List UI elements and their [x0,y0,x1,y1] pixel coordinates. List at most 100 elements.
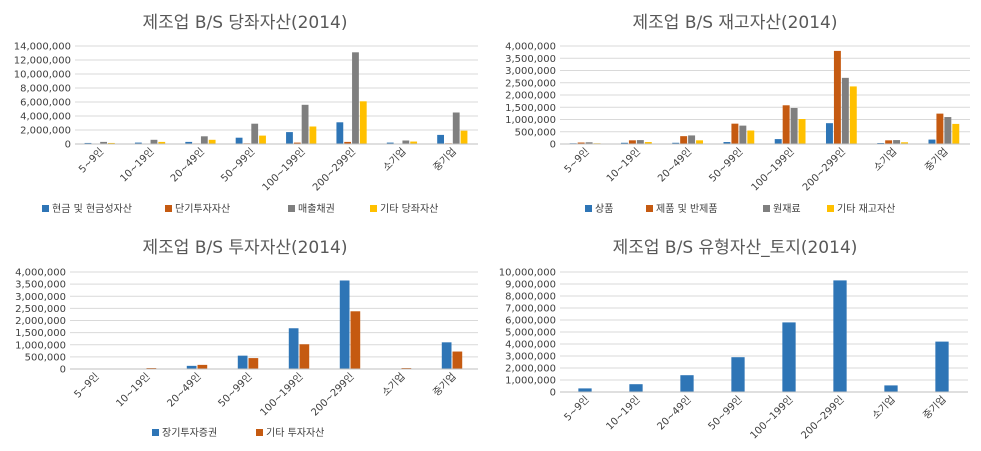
y-tick-label: 0 [60,365,66,376]
bar-장기투자증권-200~299인 [340,280,350,369]
bar-제품 및 반제품-소기업 [885,140,892,144]
legend-swatch [763,205,770,212]
y-tick-label: 7,000,000 [505,304,556,315]
x-category-label: 5~9인 [562,394,592,424]
x-category-label: 50~99인 [706,394,745,433]
bar-장기투자증권-50~99인 [238,356,248,369]
y-tick-label: 12,000,000 [14,56,71,67]
bar-원재료-10~19인 [637,140,644,144]
x-category-label: 10~19인 [114,371,153,410]
x-category-label: 20~49인 [165,371,204,410]
legend-swatch [585,205,592,212]
y-tick-label: 3,000,000 [15,292,66,303]
x-category-label: 200~299인 [310,146,358,194]
bar-기타 당좌자산-중기업 [461,131,468,144]
y-tick-label: 3,000,000 [505,66,556,77]
x-category-label: 200~299인 [309,371,357,419]
y-tick-label: 3,000,000 [505,352,556,363]
y-tick-label: 1,000,000 [505,376,556,387]
legend-swatch [288,205,295,212]
bar-기타 재고자산-200~299인 [850,86,857,144]
y-tick-label: 10,000,000 [14,70,71,81]
bar-토지-10~19인 [629,384,642,392]
y-tick-label: 6,000,000 [505,316,556,327]
legend-label: 기타 당좌자산 [380,203,438,215]
legend-swatch [42,205,49,212]
y-tick-label: 2,000,000 [15,316,66,327]
chart-inventory: 제조업 B/S 재고자산(2014) 0500,0001,000,0001,50… [490,0,981,223]
x-category-label: 200~299인 [799,394,847,442]
bar-원재료-200~299인 [842,78,849,144]
y-tick-label: 1,500,000 [15,328,66,339]
x-category-label: 50~99인 [219,146,258,185]
chart-title: 제조업 B/S 투자자산(2014) [143,238,348,258]
bar-현금 및 현금성자산-중기업 [437,135,444,144]
y-tick-label: 3,500,000 [505,54,556,65]
bar-현금 및 현금성자산-200~299인 [336,122,343,144]
bar-현금 및 현금성자산-50~99인 [236,138,243,144]
x-category-label: 소기업 [869,393,898,422]
bar-원재료-소기업 [893,140,900,144]
y-tick-label: 4,000,000 [505,42,556,53]
bar-기타 당좌자산-200~299인 [360,101,367,144]
bar-제품 및 반제품-100~199인 [783,105,790,144]
y-tick-label: 2,000,000 [20,126,71,137]
bar-매출채권-100~199인 [302,105,309,144]
legend-swatch [256,429,263,436]
y-tick-label: 4,000,000 [20,112,71,123]
bar-현금 및 현금성자산-100~199인 [286,132,293,144]
bar-토지-중기업 [935,342,948,392]
x-category-label: 100~199인 [260,146,308,194]
bar-기타 당좌자산-20~49인 [209,140,216,144]
y-tick-label: 6,000,000 [20,98,71,109]
y-tick-label: 0 [550,140,556,151]
bar-기타 재고자산-20~49인 [696,140,703,144]
chart-title: 제조업 B/S 재고자산(2014) [633,13,838,33]
y-tick-label: 8,000,000 [20,84,71,95]
legend-label: 제품 및 반제품 [656,203,718,215]
x-category-label: 중기업 [430,370,459,399]
x-category-label: 100~199인 [748,394,796,442]
bar-매출채권-50~99인 [251,124,258,144]
x-category-label: 중기업 [430,145,459,174]
bar-기타 당좌자산-50~99인 [259,136,266,144]
bar-기타 투자자산-중기업 [453,352,463,369]
bar-토지-20~49인 [680,375,693,392]
y-tick-label: 1,000,000 [15,340,66,351]
bar-상품-200~299인 [826,123,833,144]
bar-제품 및 반제품-20~49인 [680,136,687,144]
bar-토지-5~9인 [578,388,591,392]
x-category-label: 10~19인 [118,146,157,185]
bar-제품 및 반제품-10~19인 [629,140,636,144]
x-category-label: 5~9인 [562,146,592,176]
legend-label: 기타 투자자산 [266,427,324,439]
legend-label: 상품 [595,203,613,215]
y-tick-label: 3,500,000 [15,280,66,291]
y-tick-label: 0 [550,388,556,399]
x-category-label: 100~199인 [258,371,306,419]
bar-매출채권-중기업 [453,113,460,145]
x-category-label: 5~9인 [72,371,102,401]
bar-매출채권-소기업 [402,141,409,145]
x-category-label: 5~9인 [76,146,106,176]
bar-기타 재고자산-100~199인 [799,119,806,144]
legend-swatch [827,205,834,212]
y-tick-label: 14,000,000 [14,42,71,53]
chart-current-assets: 제조업 B/S 당좌자산(2014) 02,000,0004,000,0006,… [0,0,490,223]
y-tick-label: 2,000,000 [505,91,556,102]
y-tick-label: 2,500,000 [505,78,556,89]
chart-land: 제조업 B/S 유형자산_토지(2014) 01,000,0002,000,00… [490,223,981,447]
x-category-label: 소기업 [379,370,408,399]
legend-swatch [165,205,172,212]
bar-토지-소기업 [884,385,897,392]
bar-기타 투자자산-20~49인 [198,365,208,369]
bar-원재료-50~99인 [739,126,746,144]
x-category-label: 10~19인 [604,394,643,433]
legend-label: 장기투자증권 [162,427,217,439]
x-category-label: 중기업 [922,145,951,174]
y-tick-label: 2,500,000 [15,304,66,315]
bar-원재료-20~49인 [688,135,695,144]
bar-토지-200~299인 [833,280,846,392]
